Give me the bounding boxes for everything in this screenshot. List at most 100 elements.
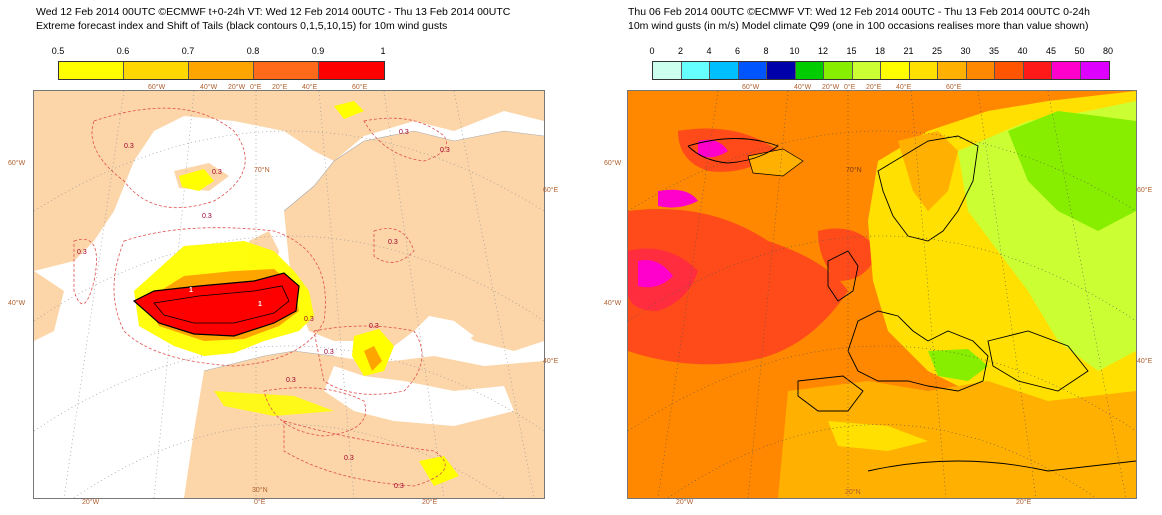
legend-swatch xyxy=(710,62,739,79)
efi-legend-tick: 1 xyxy=(380,46,386,56)
lon-label: 40°W xyxy=(794,84,812,91)
lat-label: 30°N xyxy=(252,487,268,494)
climate-legend-tick: 6 xyxy=(734,46,741,56)
efi-map-canvas xyxy=(34,91,544,498)
sot-label: 1 xyxy=(258,301,262,308)
lon-label: 40°W xyxy=(8,300,26,307)
climate-legend-tick: 15 xyxy=(846,46,857,56)
legend-swatch xyxy=(881,62,910,79)
climate-map-canvas xyxy=(628,91,1136,498)
climate-legend-tick: 40 xyxy=(1017,46,1028,56)
lat-label: 70°N xyxy=(846,167,862,174)
legend-swatch xyxy=(1052,62,1081,79)
climate-legend-tick: 50 xyxy=(1074,46,1085,56)
legend-swatch xyxy=(681,62,710,79)
climate-legend-tick: 18 xyxy=(874,46,886,56)
contour-label: 0.3 xyxy=(304,316,314,323)
sot-label: 1 xyxy=(189,287,193,294)
contour-label: 0.3 xyxy=(388,239,398,246)
legend-swatch xyxy=(767,62,796,79)
lon-label: 20°W xyxy=(676,499,694,506)
legend-swatch xyxy=(824,62,853,79)
efi-title-line2: Extreme forecast index and Shift of Tail… xyxy=(36,20,448,32)
legend-swatch xyxy=(995,62,1024,79)
contour-label: 0.3 xyxy=(124,143,134,150)
legend-swatch xyxy=(59,62,124,79)
climate-title-line1: Thu 06 Feb 2014 00UTC ©ECMWF VT: Wed 12 … xyxy=(628,6,1090,18)
climate-legend-tick: 10 xyxy=(789,46,800,56)
lon-label: 40°E xyxy=(302,84,318,91)
lon-label: 40°E xyxy=(896,84,912,91)
legend-swatch xyxy=(254,62,319,79)
lon-label: 40°E xyxy=(543,358,559,365)
lon-label: 0°E xyxy=(844,84,856,91)
legend-swatch xyxy=(909,62,938,79)
contour-label: 0.3 xyxy=(324,349,334,356)
climate-legend-tick: 2 xyxy=(677,46,684,56)
lon-label: 40°W xyxy=(200,84,218,91)
efi-legend-tick: 0.6 xyxy=(116,46,130,56)
climate-legend-tick: 80 xyxy=(1102,46,1114,56)
legend-swatch xyxy=(653,62,682,79)
climate-legend-tick: 4 xyxy=(706,46,712,56)
climate-legend-tick: 8 xyxy=(763,46,769,56)
climate-color-legend xyxy=(652,61,1110,80)
efi-panel: Wed 12 Feb 2014 00UTC ©ECMWF t+0-24h VT:… xyxy=(0,0,560,515)
climate-legend-tick: 35 xyxy=(988,46,1000,56)
lon-label: 60°E xyxy=(1137,187,1153,194)
efi-legend-tick: 0.5 xyxy=(51,46,65,56)
climate-legend-ticks: 0 2 4 6 8 10 12 15 18 21 25 30 35 40 45 50 80 xyxy=(649,46,1113,58)
contour-label: 0.3 xyxy=(77,249,87,256)
contour-label: 0.3 xyxy=(369,323,379,330)
lon-label: 20°E xyxy=(1016,499,1032,506)
lon-label: 20°W xyxy=(82,499,100,506)
legend-swatch xyxy=(852,62,881,79)
contour-label: 0.3 xyxy=(202,213,212,220)
contour-label: 0.3 xyxy=(394,483,404,490)
climate-title-line2: 10m wind gusts (in m/s) Model climate Q9… xyxy=(628,20,1089,32)
climate-panel: Thu 06 Feb 2014 00UTC ©ECMWF VT: Wed 12 … xyxy=(590,0,1162,515)
lon-label: 60°E xyxy=(946,84,962,91)
lat-label: 70°N xyxy=(254,167,270,174)
legend-swatch xyxy=(1080,62,1109,79)
climate-map: 70°N xyxy=(627,90,1137,499)
contour-label: 0.3 xyxy=(286,377,296,384)
legend-swatch xyxy=(189,62,254,79)
contour-label: 0.3 xyxy=(399,129,409,136)
climate-legend-tick: 45 xyxy=(1045,46,1057,56)
lon-label: 40°E xyxy=(1137,358,1153,365)
lon-label: 20°E xyxy=(422,499,438,506)
contour-label: 0.3 xyxy=(212,169,222,176)
lon-label: 20°E xyxy=(272,84,288,91)
legend-swatch xyxy=(938,62,967,79)
legend-swatch xyxy=(795,62,824,79)
lon-label: 20°E xyxy=(866,84,882,91)
efi-map: 0.3 0.3 0.3 0.3 0.3 0.3 0.3 0.3 0.3 0.3 … xyxy=(33,90,545,499)
climate-legend-tick: 25 xyxy=(931,46,943,56)
efi-legend-ticks: 0.5 0.6 0.7 0.8 0.9 1 xyxy=(52,46,386,58)
lon-label: 60°E xyxy=(352,84,368,91)
lon-label: 60°W xyxy=(148,84,166,91)
efi-color-legend xyxy=(58,61,385,80)
legend-swatch xyxy=(319,62,384,79)
contour-label: 0.3 xyxy=(344,455,354,462)
lon-label: 60°W xyxy=(8,160,26,167)
climate-legend-tick: 21 xyxy=(903,46,914,56)
legend-swatch xyxy=(1023,62,1052,79)
efi-legend-tick: 0.9 xyxy=(311,46,325,56)
lon-label: 0°E xyxy=(250,84,262,91)
efi-legend-tick: 0.7 xyxy=(181,46,195,56)
climate-legend-tick: 12 xyxy=(817,46,829,56)
lon-label: 20°W xyxy=(822,84,840,91)
lon-label: 60°W xyxy=(742,84,760,91)
lon-label: 60°E xyxy=(543,187,559,194)
efi-title-line1: Wed 12 Feb 2014 00UTC ©ECMWF t+0-24h VT:… xyxy=(36,6,511,18)
legend-swatch xyxy=(738,62,767,79)
climate-legend-tick: 30 xyxy=(960,46,971,56)
lat-label: 20°N xyxy=(845,489,861,496)
climate-legend-tick: 0 xyxy=(649,46,655,56)
contour-label: 0.3 xyxy=(440,147,450,154)
legend-swatch xyxy=(124,62,189,79)
lon-label: 20°W xyxy=(228,84,246,91)
efi-legend-tick: 0.8 xyxy=(246,46,260,56)
